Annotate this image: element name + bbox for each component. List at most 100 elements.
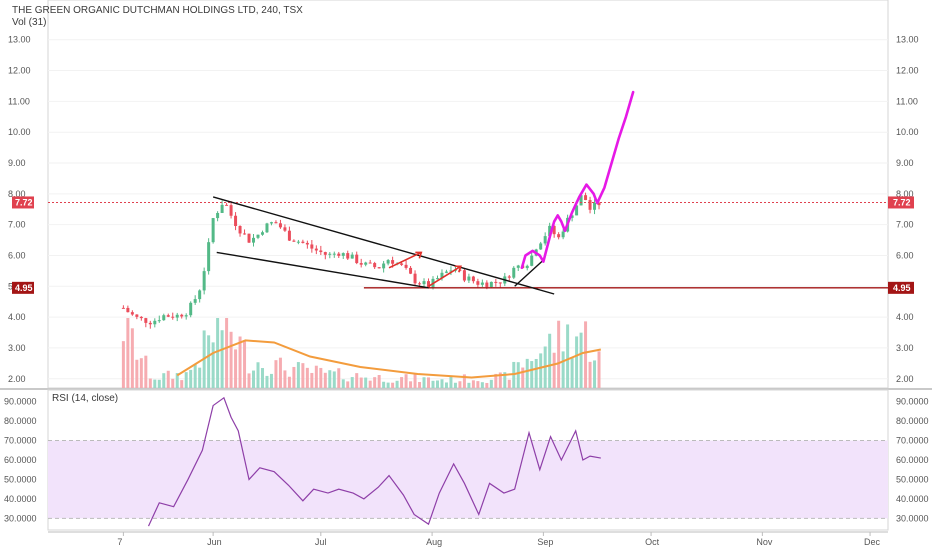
volume-bar bbox=[287, 376, 291, 388]
candle-body bbox=[476, 281, 480, 285]
rsi-tick-label-left: 70.0000 bbox=[4, 436, 37, 446]
candle-body bbox=[570, 215, 574, 218]
candle-body bbox=[278, 223, 282, 228]
volume-bar bbox=[449, 375, 453, 388]
rsi-tick-label-left: 40.0000 bbox=[4, 494, 37, 504]
candle-body bbox=[539, 243, 543, 250]
candle-body bbox=[256, 234, 260, 238]
volume-bar bbox=[597, 351, 601, 388]
candle-body bbox=[234, 215, 238, 227]
support-tag-right-text: 4.95 bbox=[893, 283, 911, 293]
price-tick-label-right: 10.00 bbox=[896, 127, 919, 137]
volume-bar bbox=[458, 381, 462, 388]
volume-bar bbox=[444, 382, 448, 388]
volume-bar bbox=[462, 374, 466, 388]
volume-bar bbox=[453, 382, 457, 388]
candle-body bbox=[494, 281, 498, 283]
price-tick-label-left: 2.00 bbox=[8, 374, 26, 384]
candle-body bbox=[323, 252, 327, 255]
volume-bar bbox=[552, 352, 556, 388]
candle-body bbox=[579, 195, 583, 206]
volume-bar bbox=[139, 358, 143, 388]
volume-bar bbox=[175, 373, 179, 388]
rsi-tick-label-left: 60.0000 bbox=[4, 455, 37, 465]
support-tag-right bbox=[888, 281, 914, 294]
candle-body bbox=[373, 263, 377, 268]
candle-body bbox=[507, 276, 511, 278]
volume-bar bbox=[489, 379, 493, 388]
candle-body bbox=[193, 299, 197, 303]
candle-body bbox=[516, 265, 520, 268]
time-tick-label: Oct bbox=[645, 537, 660, 547]
candle-body bbox=[319, 250, 323, 253]
candle-body bbox=[296, 241, 300, 243]
volume-bar bbox=[166, 370, 170, 388]
rsi-line bbox=[147, 396, 601, 527]
volume-bar bbox=[332, 371, 336, 388]
candle-body bbox=[130, 312, 134, 315]
volume-bar bbox=[400, 377, 404, 388]
candle-body bbox=[310, 244, 314, 249]
candle-body bbox=[292, 240, 296, 242]
time-tick-label: Dec bbox=[864, 537, 881, 547]
candle-body bbox=[530, 255, 534, 266]
candle-body bbox=[409, 267, 413, 274]
arrow-2 bbox=[428, 265, 462, 287]
volume-bar bbox=[471, 380, 475, 388]
volume-bar bbox=[328, 370, 332, 388]
volume-bar bbox=[521, 367, 525, 388]
candle-body bbox=[400, 263, 404, 265]
candle-body bbox=[346, 253, 350, 259]
volume-bar bbox=[247, 373, 251, 388]
candle-body bbox=[512, 267, 516, 278]
volume-bar bbox=[516, 362, 520, 388]
candle-body bbox=[480, 282, 484, 285]
volume-bar bbox=[319, 367, 323, 388]
candle-body bbox=[243, 233, 247, 235]
candle-body bbox=[552, 225, 556, 235]
volume-bar bbox=[373, 377, 377, 388]
support-tag-left bbox=[12, 281, 34, 294]
candle-body bbox=[593, 202, 597, 210]
candle-body bbox=[427, 281, 431, 289]
volume-bar bbox=[588, 361, 592, 388]
volume-bar bbox=[548, 333, 552, 388]
candle-body bbox=[328, 253, 332, 255]
rsi-tick-label-right: 50.0000 bbox=[896, 474, 929, 484]
volume-bar bbox=[126, 318, 130, 388]
volume-bar bbox=[409, 381, 413, 388]
volume-bar bbox=[238, 336, 242, 388]
candle-body bbox=[485, 282, 489, 288]
volume-bar bbox=[359, 377, 363, 388]
volume-bar bbox=[243, 340, 247, 388]
volume-bar bbox=[346, 381, 350, 388]
volume-bar bbox=[189, 369, 193, 388]
rsi-tick-label-left: 90.0000 bbox=[4, 397, 37, 407]
volume-bar bbox=[292, 366, 296, 388]
price-tick-label-right: 6.00 bbox=[896, 250, 914, 260]
candle-body bbox=[184, 315, 188, 317]
candle-body bbox=[597, 202, 601, 206]
volume-bar bbox=[229, 331, 233, 388]
candle-body bbox=[189, 302, 193, 316]
candle-body bbox=[269, 222, 273, 224]
volume-bar bbox=[337, 368, 341, 388]
volume-bar bbox=[283, 370, 287, 388]
volume-bar bbox=[198, 367, 202, 388]
time-tick-label: Aug bbox=[426, 537, 442, 547]
volume-bar bbox=[274, 360, 278, 388]
candle-body bbox=[386, 260, 390, 264]
volume-bar bbox=[314, 365, 318, 388]
volume-bar bbox=[566, 324, 570, 388]
candle-body bbox=[180, 314, 184, 317]
candle-body bbox=[350, 254, 354, 259]
price-tick-label-left: 3.00 bbox=[8, 343, 26, 353]
volume-bar bbox=[427, 377, 431, 388]
volume-bar bbox=[305, 367, 309, 388]
volume-bar bbox=[413, 374, 417, 388]
arrow-head bbox=[454, 265, 462, 273]
price-tick-label-left: 7.00 bbox=[8, 220, 26, 230]
time-tick-label: Nov bbox=[756, 537, 773, 547]
candle-body bbox=[225, 204, 229, 206]
volume-bar bbox=[130, 328, 134, 388]
